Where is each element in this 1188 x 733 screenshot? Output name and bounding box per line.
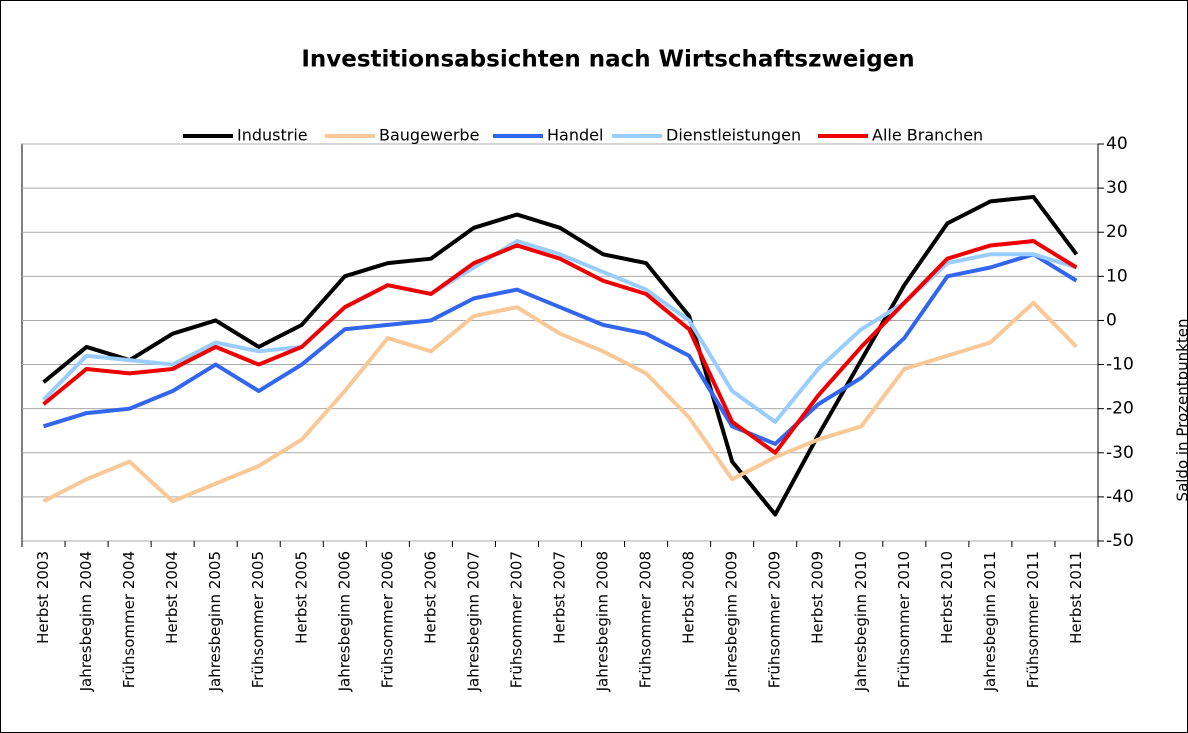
x-tick-label: Frühsommer 2009 (766, 551, 784, 688)
x-tick-label: Herbst 2010 (938, 551, 956, 644)
x-tick-label: Frühsommer 2007 (507, 551, 525, 688)
y-tick-label: -50 (1106, 531, 1134, 551)
x-tick-label: Jahresbeginn 2007 (464, 551, 482, 692)
x-tick-label: Herbst 2009 (809, 551, 827, 644)
y-tick-label: -30 (1106, 443, 1134, 463)
x-tick-label: Frühsommer 2011 (1024, 551, 1042, 688)
x-tick-label: Jahresbeginn 2009 (723, 551, 741, 692)
y-tick-label: -20 (1106, 399, 1134, 419)
series-line (42, 194, 1079, 517)
chart-title: Investitionsabsichten nach Wirtschaftszw… (301, 47, 914, 73)
x-tick-label: Jahresbeginn 2006 (335, 551, 353, 692)
y-axis-label: Saldo in Prozentpunkten (1174, 319, 1188, 502)
x-tick-label: Herbst 2007 (551, 551, 569, 644)
legend-label: Dienstleistungen (666, 126, 801, 145)
x-tick-label: Frühsommer 2005 (249, 551, 267, 688)
x-tick-label: Herbst 2005 (292, 551, 310, 644)
legend-label: Industrie (237, 126, 308, 145)
x-tick-label: Jahresbeginn 2008 (594, 551, 612, 692)
x-tick-label: Frühsommer 2010 (895, 551, 913, 688)
y-tick-label: 0 (1106, 310, 1117, 330)
x-tick-label: Herbst 2006 (421, 551, 439, 644)
x-tick-label: Frühsommer 2006 (378, 551, 396, 688)
x-tick-label: Herbst 2003 (34, 551, 52, 644)
series-line (42, 252, 1078, 446)
legend-label: Handel (547, 126, 603, 145)
x-tick-label: Frühsommer 2008 (637, 551, 655, 688)
x-tick-label: Jahresbeginn 2005 (206, 551, 224, 692)
series-line (42, 239, 1078, 455)
x-tick-label: Herbst 2011 (1067, 551, 1085, 644)
x-tick-label: Jahresbeginn 2011 (981, 551, 999, 692)
y-tick-label: -10 (1106, 355, 1134, 375)
x-tick-label: Jahresbeginn 2004 (77, 551, 95, 692)
y-tick-label: 30 (1106, 178, 1128, 198)
legend-label: Baugewerbe (379, 126, 479, 145)
x-tick-label: Frühsommer 2004 (120, 551, 138, 688)
x-tick-label: Jahresbeginn 2010 (852, 551, 870, 692)
legend-label: Alle Branchen (872, 126, 983, 145)
x-tick-label: Herbst 2008 (680, 551, 698, 644)
series-line (42, 300, 1078, 504)
y-tick-label: -40 (1106, 487, 1134, 507)
y-tick-label: 10 (1106, 266, 1128, 286)
x-tick-label: Herbst 2004 (163, 551, 181, 644)
y-tick-label: 20 (1106, 222, 1128, 242)
y-tick-label: 40 (1106, 134, 1128, 154)
